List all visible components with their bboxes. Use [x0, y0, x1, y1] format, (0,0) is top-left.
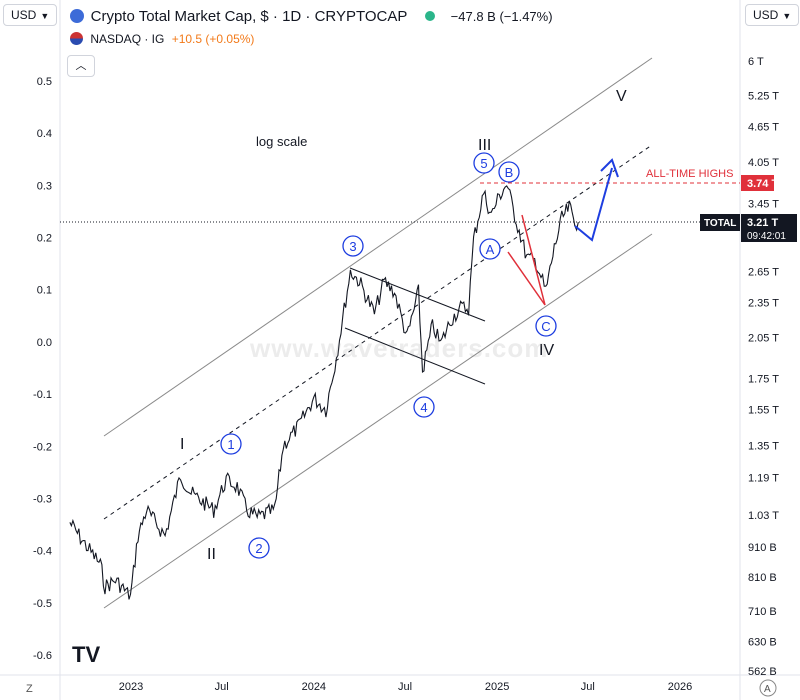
left-axis-tick: 0.3 [37, 180, 52, 192]
price-series-line [69, 185, 579, 600]
auto-scale-label: A [764, 684, 771, 695]
left-axis-tick: -0.5 [33, 598, 52, 610]
market-open-icon [425, 11, 436, 21]
chevron-down-icon: ▼ [782, 11, 792, 21]
tradingview-logo: TV [72, 642, 101, 667]
time-axis-tick: 2025 [485, 681, 509, 693]
wave-label-I: I [180, 436, 184, 453]
log-scale-note: log scale [256, 134, 307, 149]
left-axis-tick: -0.1 [33, 389, 52, 401]
us-flag-icon [70, 32, 83, 45]
countdown-text: 09:42:01 [747, 231, 786, 242]
left-axis-tick: 0.5 [37, 76, 52, 88]
time-axis-tick: Jul [581, 681, 595, 693]
left-axis-tick: -0.2 [33, 441, 52, 453]
wave-label-A: A [486, 242, 495, 257]
time-axis[interactable]: 2023 Jul 2024 Jul 2025 Jul 2026 [119, 681, 692, 693]
current-price-badge [741, 214, 797, 242]
right-axis-tick: 4.65 T [748, 122, 779, 134]
symbol-badge [700, 214, 740, 231]
left-axis-tick: 0.4 [37, 128, 52, 140]
chevron-down-icon: ▼ [40, 11, 50, 21]
right-axis-tick: 2.35 T [748, 297, 779, 309]
auto-scale-button[interactable] [759, 679, 777, 697]
right-currency-label: USD [753, 8, 779, 22]
right-currency-button[interactable]: USD ▼ [745, 4, 800, 26]
left-axis: 0.5 0.4 0.3 0.2 0.1 0.0 -0.1 -0.2 -0.3 -0.4 -0.5 -0… [33, 76, 52, 662]
left-axis-tick: -0.6 [33, 650, 52, 662]
right-axis-tick: 910 B [748, 542, 777, 554]
channel-lower-line [103, 233, 653, 609]
ath-price-badge [741, 175, 774, 191]
time-axis-tick: Jul [215, 681, 229, 693]
wave-label-1: 1 [227, 437, 234, 452]
chevron-up-icon[interactable]: ︿ [67, 55, 95, 77]
right-axis-tick: 5.25 T [748, 90, 779, 102]
wave-circles: 1 2 3 4 5 A B C [220, 152, 557, 559]
wave-label-3: 3 [349, 239, 356, 254]
symbol-title: Crypto Total Market Cap, $ · 1D · CRYPTO… [90, 8, 408, 25]
wave-c-red-line-1 [521, 214, 546, 306]
crypto-logo-icon [70, 9, 84, 23]
right-axis-tick: 3.45 T [748, 199, 779, 211]
watermark: www.wavetraders.com [250, 333, 549, 363]
wave-label-II: II [207, 546, 216, 563]
comparison-change: +10.5 (+0.05%) [171, 32, 255, 46]
time-axis-tick: 2024 [302, 681, 326, 693]
left-axis-tick: 0.2 [37, 233, 52, 245]
comparison-symbol: NASDAQ · IG [90, 32, 165, 46]
right-axis-tick: 4.05 T [748, 157, 779, 169]
left-currency-button[interactable]: USD ▼ [3, 4, 58, 26]
triangle-lower-line [344, 327, 486, 385]
right-axis-tick: 630 B [748, 637, 777, 649]
time-axis-tick: 2023 [119, 681, 143, 693]
bottom-left-button[interactable]: Z [26, 683, 33, 695]
elliott-channel [103, 57, 653, 609]
wave-label-B: B [505, 165, 514, 180]
right-axis-tick: 1.03 T [748, 510, 779, 522]
current-price-text: 3.21 T [747, 217, 778, 229]
right-axis-tick: 1.19 T [748, 473, 779, 485]
wave-label-4: 4 [420, 400, 427, 415]
left-axis-tick: 0.0 [37, 337, 52, 349]
ath-price-text: 3.74 T [747, 178, 778, 190]
left-axis-tick: -0.3 [33, 493, 52, 505]
wave-label-IV: IV [539, 342, 554, 359]
wave-label-5: 5 [480, 156, 487, 171]
right-axis[interactable]: 6 T5.25 T4.65 T4.05 T3.45 T3.05 T2.65 T2… [748, 56, 779, 678]
right-axis-tick: 1.75 T [748, 373, 779, 385]
channel-mid-dashed-line [103, 144, 653, 520]
right-axis-tick: 2.65 T [748, 267, 779, 279]
right-axis-tick: 1.55 T [748, 405, 779, 417]
right-axis-tick: 810 B [748, 572, 777, 584]
left-axis-tick: -0.4 [33, 546, 52, 558]
wave-label-2: 2 [255, 541, 262, 556]
time-axis-tick: Jul [398, 681, 412, 693]
wave-label-III: III [478, 137, 491, 154]
channel-upper-line [103, 57, 653, 437]
projection-arrowhead-icon [600, 158, 619, 178]
wave-c-red-line-2 [507, 251, 546, 306]
right-axis-tick: 6 T [748, 56, 764, 68]
right-axis-tick: 562 B [748, 666, 777, 678]
right-axis-tick: 1.35 T [748, 440, 779, 452]
main-legend[interactable]: Crypto Total Market Cap, $ · 1D · CRYPTO… [70, 8, 553, 25]
wave-label-C: C [541, 319, 550, 334]
right-axis-tick: 2.05 T [748, 333, 779, 345]
price-change: −47.8 B (−1.47%) [450, 9, 553, 24]
triangle-upper-line [349, 267, 486, 322]
comparison-legend[interactable]: NASDAQ · IG +10.5 (+0.05%) [70, 32, 254, 46]
projection-path [574, 167, 613, 242]
time-axis-tick: 2026 [668, 681, 692, 693]
right-axis-tick: 710 B [748, 606, 777, 618]
wave-label-V: V [616, 88, 627, 105]
ath-label: ALL-TIME HIGHS [646, 168, 733, 180]
left-currency-label: USD [11, 8, 37, 22]
symbol-badge-text: TOTAL [704, 218, 736, 229]
left-axis-tick: 0.1 [37, 285, 52, 297]
